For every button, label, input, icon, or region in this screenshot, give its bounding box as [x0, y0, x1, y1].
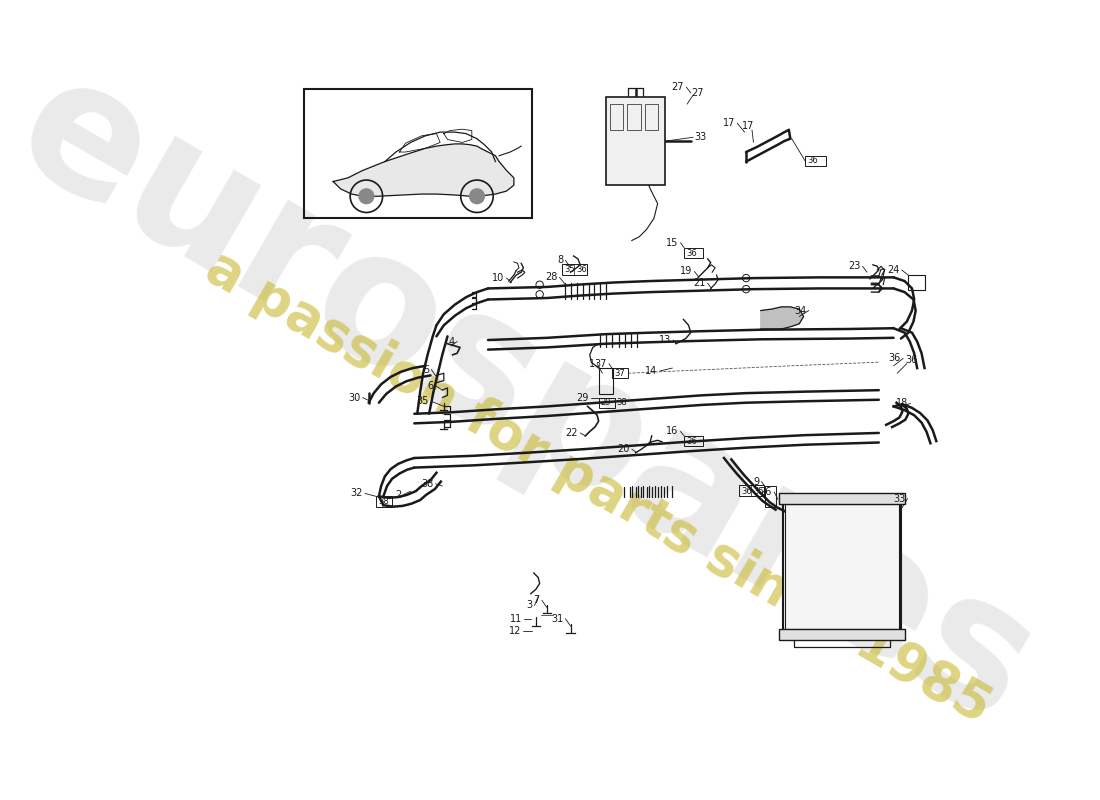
Text: 29: 29 — [576, 393, 590, 402]
Circle shape — [470, 189, 484, 204]
Text: 20: 20 — [617, 444, 629, 454]
Bar — [304, 90, 532, 218]
Bar — [598, 398, 615, 408]
Bar — [684, 436, 703, 446]
Text: 1: 1 — [588, 358, 595, 369]
Text: 23: 23 — [848, 262, 860, 271]
Text: 24: 24 — [887, 265, 900, 275]
Text: 21: 21 — [693, 278, 705, 288]
Text: 10: 10 — [492, 273, 504, 283]
Text: a passion for parts since 1985: a passion for parts since 1985 — [197, 241, 1000, 734]
Text: 37: 37 — [614, 369, 625, 378]
Text: 35: 35 — [564, 266, 574, 274]
Text: 36: 36 — [576, 266, 587, 274]
Text: 36: 36 — [905, 355, 917, 365]
Text: 38: 38 — [378, 497, 389, 506]
Bar — [764, 486, 777, 506]
Text: 9: 9 — [754, 477, 759, 486]
Text: 15: 15 — [666, 238, 679, 248]
Text: 7: 7 — [534, 595, 540, 606]
Text: 35: 35 — [417, 396, 429, 406]
Text: eurospares: eurospares — [0, 38, 1063, 761]
Bar — [739, 486, 763, 496]
Bar — [376, 496, 393, 506]
Text: 36: 36 — [741, 486, 751, 496]
Text: 33: 33 — [694, 132, 706, 142]
Text: 2: 2 — [395, 490, 402, 500]
Bar — [779, 494, 904, 505]
Text: 31: 31 — [551, 614, 563, 624]
Text: 37: 37 — [594, 358, 607, 369]
Text: 35: 35 — [754, 486, 764, 496]
Bar — [779, 629, 904, 640]
Bar — [783, 502, 901, 631]
Bar — [805, 156, 826, 166]
Text: 28: 28 — [544, 272, 558, 282]
Text: 30: 30 — [349, 393, 361, 402]
Bar — [606, 97, 666, 186]
Text: 38: 38 — [421, 479, 433, 489]
Bar — [562, 264, 586, 275]
Bar — [612, 368, 628, 378]
Text: 14: 14 — [646, 366, 658, 376]
Text: 36: 36 — [686, 249, 697, 258]
Bar — [785, 505, 899, 629]
Text: 18: 18 — [896, 398, 909, 409]
Bar — [684, 248, 703, 258]
Text: 8: 8 — [557, 255, 563, 266]
Text: 26: 26 — [759, 487, 772, 497]
Text: 16: 16 — [666, 426, 679, 437]
Text: 22: 22 — [565, 428, 578, 438]
Bar — [609, 104, 623, 130]
Text: 17: 17 — [742, 122, 755, 131]
Bar — [598, 368, 614, 394]
Text: 36: 36 — [889, 354, 901, 363]
Text: 3: 3 — [526, 601, 532, 610]
Text: 19: 19 — [680, 266, 692, 277]
Text: 29: 29 — [601, 398, 612, 407]
Text: 36: 36 — [686, 437, 697, 446]
Circle shape — [359, 189, 374, 204]
Text: 36: 36 — [807, 156, 818, 166]
Text: 6: 6 — [428, 381, 433, 390]
Text: 27: 27 — [691, 88, 703, 98]
Bar — [627, 104, 640, 130]
Text: 4: 4 — [449, 337, 455, 346]
Text: 17: 17 — [723, 118, 735, 128]
Text: 27: 27 — [672, 82, 684, 92]
Text: 13: 13 — [659, 335, 671, 345]
Text: 33: 33 — [893, 494, 905, 503]
Text: 32: 32 — [350, 488, 363, 498]
Text: 5: 5 — [422, 365, 429, 374]
Text: 12: 12 — [509, 626, 521, 635]
Bar — [909, 275, 924, 290]
Text: 34: 34 — [794, 306, 806, 315]
Text: 11: 11 — [509, 614, 522, 624]
Polygon shape — [333, 144, 514, 196]
Polygon shape — [761, 307, 804, 329]
Bar — [645, 104, 659, 130]
Text: 38: 38 — [616, 398, 627, 407]
